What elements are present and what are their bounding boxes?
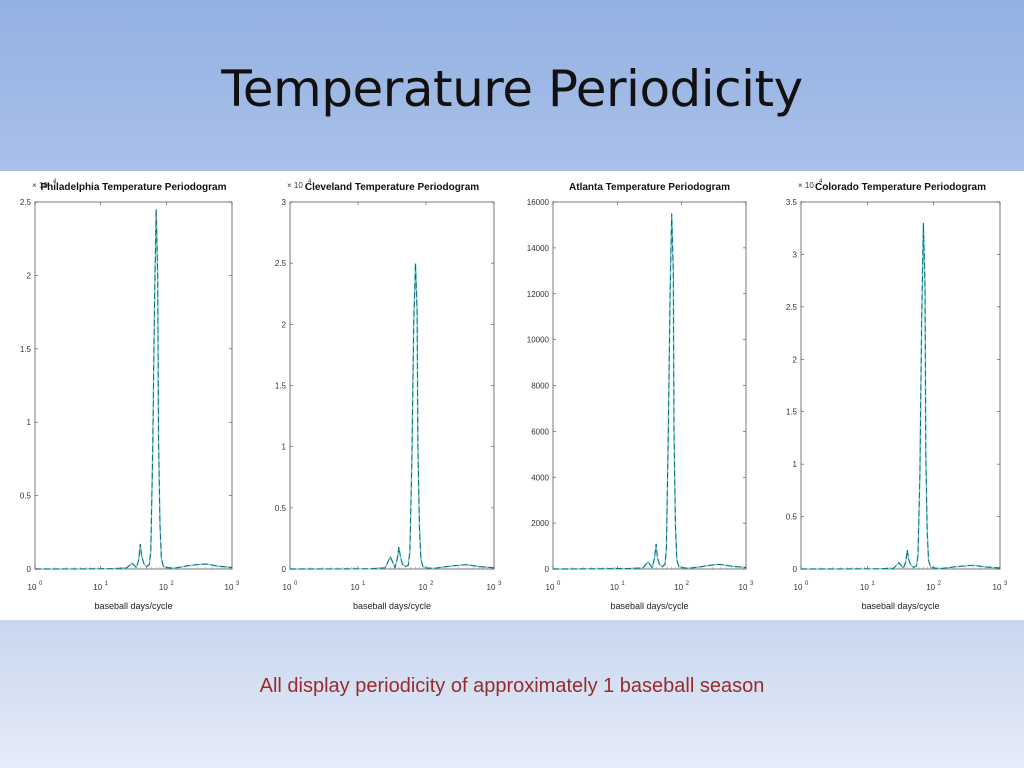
y-tick-label: 10000	[527, 336, 550, 345]
y-tick-label: 1	[282, 443, 287, 452]
series-line	[800, 222, 1001, 570]
x-tick-exponent: 1	[871, 581, 875, 587]
x-axis-label: baseball days/cycle	[353, 601, 431, 611]
x-tick-exponent: 1	[621, 581, 625, 587]
x-tick-label: 10	[93, 583, 102, 592]
series-line	[552, 213, 747, 570]
x-tick-label: 10	[487, 583, 496, 592]
chart-title: Philadelphia Temperature Periodogram	[41, 182, 227, 193]
y-tick-label: 0	[282, 565, 287, 574]
y-tick-label: 4000	[531, 473, 549, 482]
chart-title: Cleveland Temperature Periodogram	[305, 182, 479, 193]
periodogram-charts: Philadelphia Temperature Periodogram× 10…	[20, 179, 1008, 611]
x-tick-label: 10	[610, 583, 619, 592]
y-tick-label: 2	[282, 320, 287, 329]
x-tick-exponent: 2	[170, 581, 174, 587]
y-tick-label: 12000	[527, 290, 550, 299]
plot-frame	[289, 201, 495, 570]
chart-3: Atlanta Temperature Periodogram 0 2000 4000…	[527, 182, 754, 611]
y-tick-label: 2	[27, 271, 32, 280]
x-tick-exponent: 3	[1004, 581, 1008, 587]
y-tick-label: 3	[282, 198, 287, 207]
y-tick-label: 0	[27, 565, 32, 574]
chart-4: Colorado Temperature Periodogram× 10 4 0 0.…	[786, 179, 1008, 611]
x-axis-label: baseball days/cycle	[861, 601, 939, 611]
x-tick-label: 10	[419, 583, 428, 592]
x-tick-label: 10	[159, 583, 168, 592]
y-tick-label: 0	[545, 565, 550, 574]
y-tick-label: 2000	[531, 519, 549, 528]
x-tick-label: 10	[283, 583, 292, 592]
y-tick-label: 1.5	[275, 382, 287, 391]
x-tick-label: 10	[225, 583, 234, 592]
x-tick-label: 10	[674, 583, 683, 592]
chart-1: Philadelphia Temperature Periodogram× 10…	[20, 179, 240, 611]
y-tick-label: 8000	[531, 382, 549, 391]
y-tick-label: 1.5	[786, 408, 798, 417]
y-tick-label: 1.5	[20, 345, 32, 354]
x-tick-label: 10	[546, 583, 555, 592]
plot-frame	[800, 201, 1001, 570]
x-tick-label: 10	[860, 583, 869, 592]
chart-title: Colorado Temperature Periodogram	[815, 182, 986, 193]
x-tick-exponent: 2	[686, 581, 690, 587]
plot-frame	[552, 201, 747, 570]
x-tick-exponent: 0	[294, 581, 298, 587]
y-tick-label: 2.5	[275, 259, 287, 268]
series-line	[34, 209, 233, 570]
x-axis-label: baseball days/cycle	[94, 601, 172, 611]
x-tick-exponent: 0	[805, 581, 809, 587]
series-line	[289, 263, 495, 570]
x-tick-exponent: 1	[105, 581, 109, 587]
x-tick-exponent: 0	[39, 581, 43, 587]
x-tick-label: 10	[794, 583, 803, 592]
x-tick-exponent: 1	[362, 581, 366, 587]
y-tick-label: 3	[793, 250, 798, 259]
x-tick-exponent: 3	[498, 581, 502, 587]
x-tick-exponent: 3	[750, 581, 754, 587]
y-multiplier-exponent: 4	[53, 179, 57, 185]
x-tick-label: 10	[28, 583, 37, 592]
x-tick-exponent: 0	[557, 581, 561, 587]
y-multiplier: × 10	[798, 181, 814, 190]
y-tick-label: 1	[793, 460, 798, 469]
x-tick-label: 10	[993, 583, 1002, 592]
x-axis-label: baseball days/cycle	[610, 601, 688, 611]
y-multiplier-exponent: 4	[308, 179, 312, 185]
y-tick-label: 0	[793, 565, 798, 574]
y-multiplier: × 10	[32, 181, 48, 190]
slide-title: Temperature Periodicity	[221, 60, 803, 118]
x-tick-label: 10	[351, 583, 360, 592]
slide-bottom-band	[0, 620, 1024, 768]
x-tick-exponent: 2	[430, 581, 434, 587]
periodogram-panel: Philadelphia Temperature Periodogram × 10…	[0, 171, 1024, 620]
y-tick-label: 1	[27, 418, 32, 427]
y-multiplier: × 10	[287, 181, 303, 190]
plot-frame	[34, 201, 233, 570]
chart-title: Atlanta Temperature Periodogram	[569, 182, 730, 193]
y-multiplier-exponent: 4	[819, 179, 823, 185]
y-tick-label: 0.5	[275, 504, 287, 513]
chart-2: Cleveland Temperature Periodogram× 10 4 0 0…	[275, 179, 502, 611]
y-tick-label: 2	[793, 355, 798, 364]
x-tick-exponent: 2	[938, 581, 942, 587]
y-tick-label: 3.5	[786, 198, 798, 207]
y-tick-label: 16000	[527, 198, 550, 207]
x-tick-exponent: 3	[236, 581, 240, 587]
y-tick-label: 14000	[527, 244, 550, 253]
y-tick-label: 6000	[531, 427, 549, 436]
y-tick-label: 0.5	[20, 492, 32, 501]
x-tick-label: 10	[739, 583, 748, 592]
y-tick-label: 2.5	[20, 198, 32, 207]
x-tick-label: 10	[926, 583, 935, 592]
y-tick-label: 2.5	[786, 303, 798, 312]
y-tick-label: 0.5	[786, 513, 798, 522]
slide-caption: All display periodicity of approximately…	[259, 675, 765, 697]
